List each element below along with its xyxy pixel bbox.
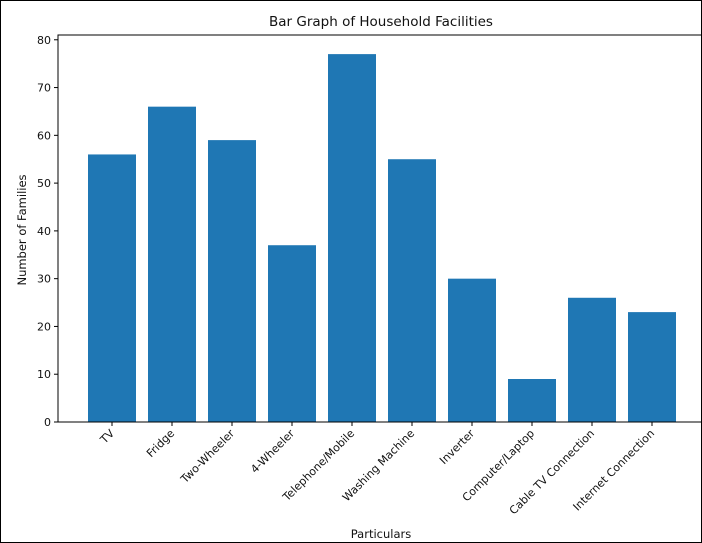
y-ticks-group: 0 10 20 30 40 50 60 70 80 xyxy=(37,34,58,429)
y-tick-label: 50 xyxy=(37,177,51,190)
x-tick-label: Fridge xyxy=(144,427,177,460)
y-tick-label: 20 xyxy=(37,320,51,333)
bar-two-wheeler xyxy=(208,140,256,422)
bar-cable-tv-connection xyxy=(568,297,616,422)
y-tick-label: 10 xyxy=(37,368,51,381)
bar-inverter xyxy=(448,278,496,422)
bar-tv xyxy=(88,154,136,422)
bar-4-wheeler xyxy=(268,245,316,422)
y-tick-label: 80 xyxy=(37,34,51,47)
x-tick-label: Inverter xyxy=(437,427,477,467)
bar-washing-machine xyxy=(388,159,436,422)
y-tick-label: 40 xyxy=(37,225,51,238)
bar-computer-laptop xyxy=(508,379,556,422)
x-axis-label: Particulars xyxy=(351,527,411,541)
x-tick-label: Two-Wheeler xyxy=(178,427,238,487)
x-tick-label: TV xyxy=(97,427,117,447)
y-tick-label: 30 xyxy=(37,273,51,286)
bar-telephone-mobile xyxy=(328,54,376,422)
y-axis-label: Number of Families xyxy=(15,174,29,285)
bar-fridge xyxy=(148,106,196,423)
bars-group xyxy=(88,54,676,423)
y-tick-label: 60 xyxy=(37,129,51,142)
y-tick-label: 70 xyxy=(37,82,51,95)
plot-area-frame xyxy=(57,34,702,423)
x-ticks-group: TV Fridge Two-Wheeler 4-WheelerTelephone/Mo… xyxy=(97,422,657,517)
bar-internet-connection xyxy=(628,312,676,422)
chart-title: Bar Graph of Household Facilities xyxy=(269,14,493,30)
y-tick-label: 0 xyxy=(44,416,51,429)
x-tick-label: 4-Wheeler xyxy=(248,427,297,476)
